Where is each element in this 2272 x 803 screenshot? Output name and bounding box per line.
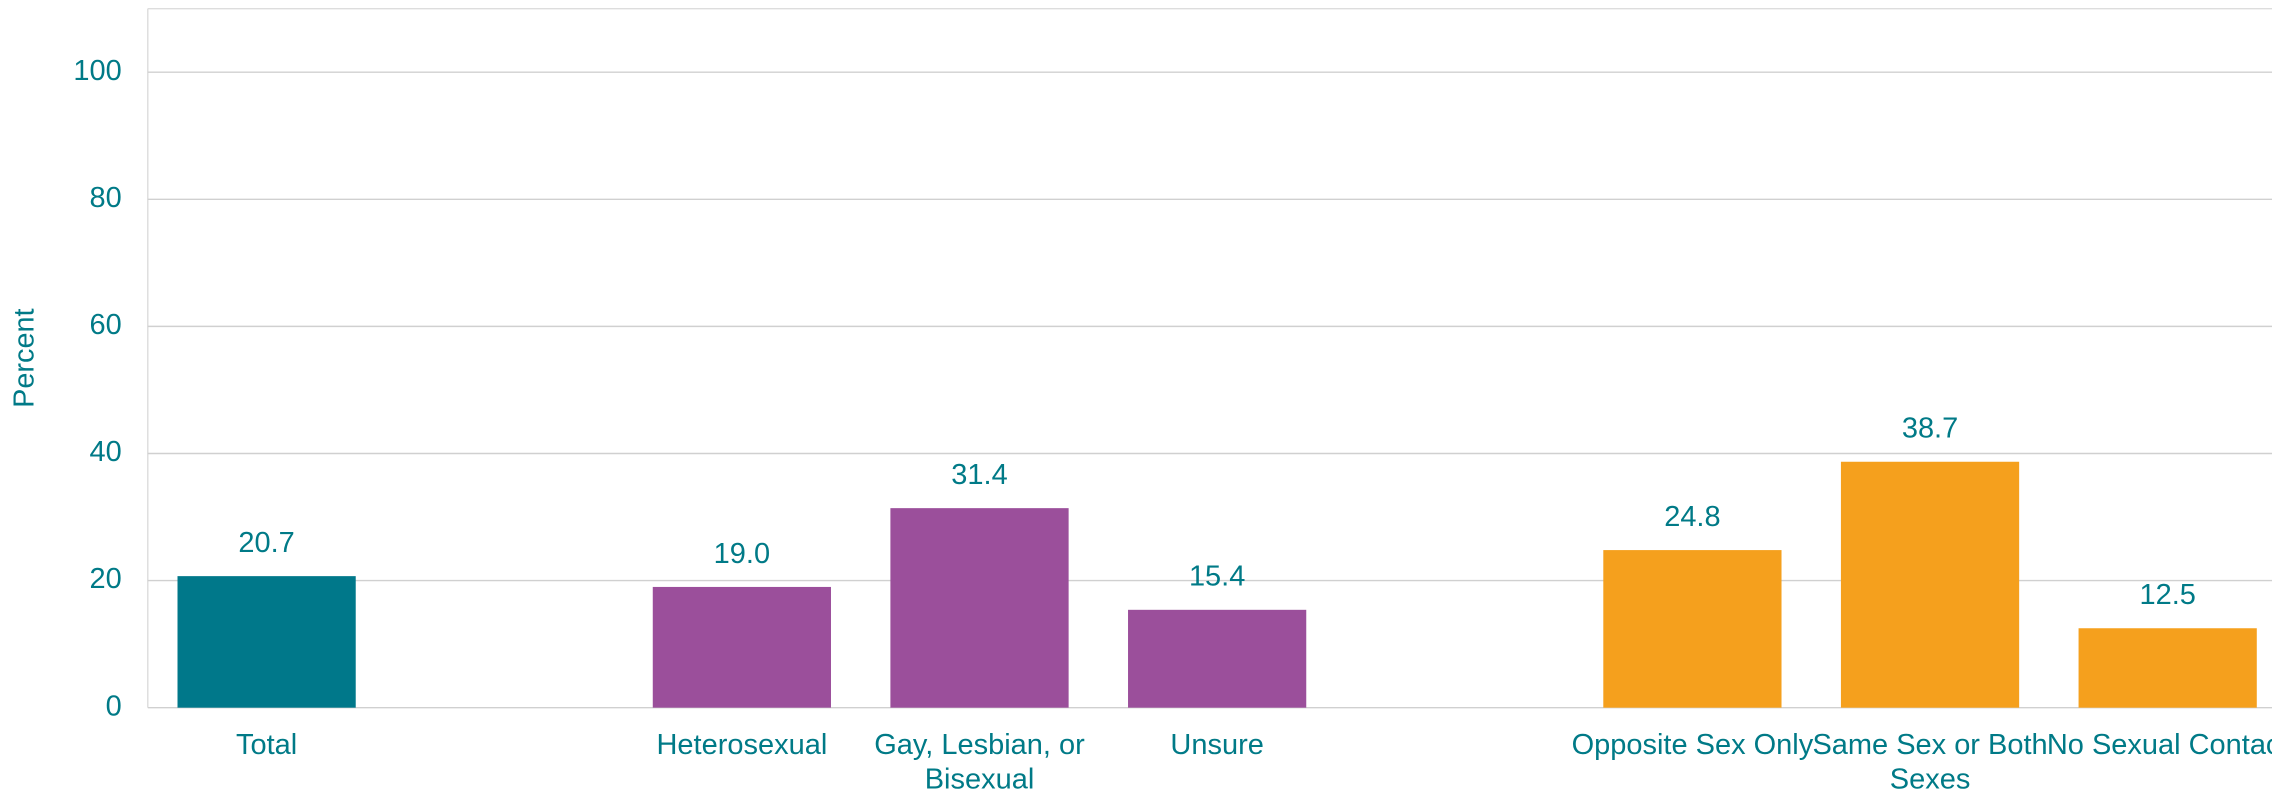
bar — [2078, 628, 2257, 708]
value-label: 12.5 — [2139, 579, 2195, 611]
y-tick-label: 40 — [89, 436, 121, 468]
x-tick-label-box: Gay, Lesbian, or Bisexual — [874, 729, 1085, 796]
y-tick-label: 60 — [89, 309, 121, 341]
value-label: 24.8 — [1664, 501, 1720, 533]
x-tick-label: Opposite Sex Only — [1571, 729, 1814, 762]
y-axis-label: Percent — [9, 308, 41, 408]
y-tick-label: 0 — [106, 690, 122, 722]
value-label: 31.4 — [951, 459, 1007, 491]
bar — [652, 586, 831, 708]
x-tick-label-box: Unsure — [1170, 729, 1264, 762]
bar — [1840, 461, 2020, 708]
bar — [1603, 550, 1782, 708]
y-tick-label: 100 — [73, 55, 121, 87]
value-label: 19.0 — [714, 538, 770, 570]
x-tick-label: No Sexual Contact — [2046, 729, 2272, 762]
value-label: 38.7 — [1902, 413, 1958, 445]
x-tick-label-box: Opposite Sex Only — [1571, 729, 1814, 762]
x-tick-label: Total — [236, 729, 298, 762]
x-tick-label: Gay, Lesbian, or Bisexual — [874, 729, 1085, 796]
bar — [1128, 609, 1307, 708]
x-tick-label: Same Sex or Both Sexes — [1812, 729, 2048, 796]
x-tick-label-box: Heterosexual — [656, 729, 828, 762]
x-tick-label-box: Same Sex or Both Sexes — [1812, 729, 2048, 796]
bar — [177, 576, 356, 708]
value-label: 20.7 — [238, 527, 294, 559]
bar — [890, 508, 1069, 708]
x-tick-label: Heterosexual — [656, 729, 828, 762]
x-tick-label-box: Total — [236, 729, 298, 762]
y-tick-label: 20 — [89, 563, 121, 595]
x-tick-label: Unsure — [1170, 729, 1264, 762]
value-label: 15.4 — [1189, 561, 1245, 593]
y-tick-label: 80 — [89, 182, 121, 214]
x-tick-label-box: No Sexual Contact — [2046, 729, 2272, 762]
